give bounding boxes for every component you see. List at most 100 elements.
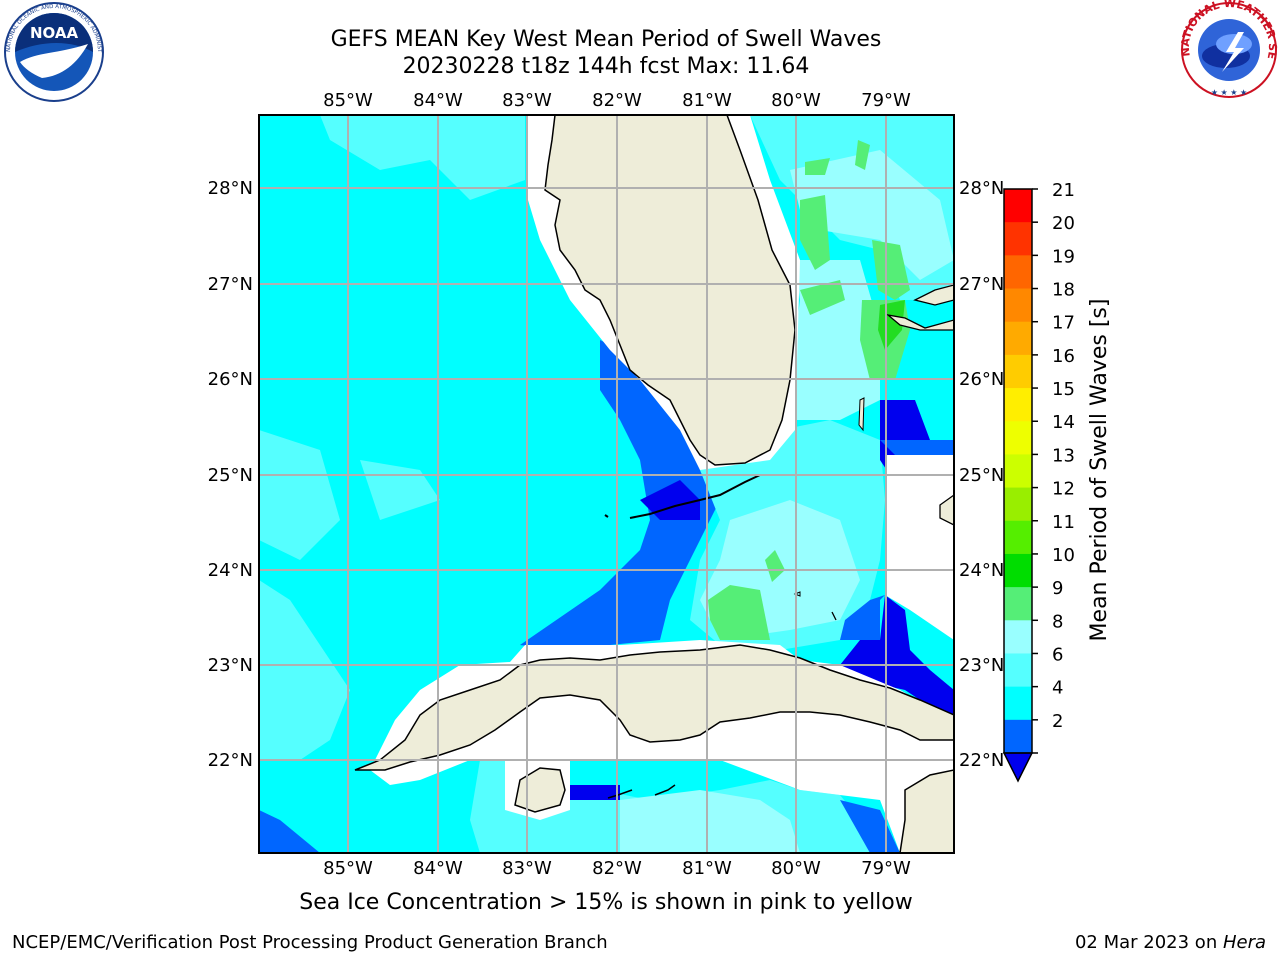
colorbar-tick-label: 13 — [1052, 445, 1075, 466]
colorbar-segment — [1004, 388, 1032, 422]
colorbar — [1002, 188, 1034, 783]
florida-landmass — [544, 115, 796, 466]
light-cyan-patch — [259, 430, 340, 560]
colorbar-segment — [1004, 686, 1032, 721]
pale-cyan-patch — [620, 790, 800, 853]
colorbar-segment — [1004, 553, 1032, 588]
colorbar-tick-label: 15 — [1052, 379, 1075, 400]
lat-label: 24°N — [208, 560, 253, 581]
colorbar-tick-label: 16 — [1052, 346, 1075, 367]
nws-logo: NATIONAL WEATHER SERVICE ★ ★ ★ ★ — [1178, 0, 1279, 98]
footer-date: 02 Mar 2023 on Hera — [1075, 932, 1266, 953]
lat-label: 28°N — [959, 178, 1004, 199]
colorbar-tick-label: 12 — [1052, 479, 1075, 500]
dark-blue-patch — [570, 785, 620, 800]
pale-cyan-patch — [790, 150, 954, 280]
bright-green-patch — [878, 300, 905, 350]
colorbar-tick-label: 18 — [1052, 280, 1075, 301]
colorbar-tick-label: 11 — [1052, 512, 1075, 533]
colorbar-segment — [1004, 587, 1032, 621]
colorbar-tick-label: 10 — [1052, 545, 1075, 566]
lon-label: 84°W — [413, 90, 463, 111]
colorbar-segment — [1004, 454, 1032, 489]
lat-label: 24°N — [959, 560, 1004, 581]
lat-label: 22°N — [959, 750, 1004, 771]
colorbar-tick-label: 21 — [1052, 180, 1075, 201]
cay-sal — [793, 591, 801, 597]
cuba-landmass — [354, 644, 954, 771]
green-patch — [805, 158, 830, 175]
lat-label: 27°N — [959, 274, 1004, 295]
colorbar-segment — [1004, 222, 1032, 256]
lon-label: 82°W — [592, 90, 642, 111]
light-cyan-patch — [259, 580, 350, 760]
lat-label: 26°N — [959, 369, 1004, 390]
light-cyan-patch — [320, 115, 525, 200]
colorbar-segment — [1004, 653, 1032, 688]
green-patch — [800, 280, 845, 315]
andros-island — [939, 494, 954, 526]
green-patch — [800, 195, 830, 270]
map-title: GEFS MEAN Key West Mean Period of Swell … — [330, 27, 882, 52]
lon-labels-bottom: 85°W 84°W 83°W 82°W 81°W 80°W 79°W — [323, 858, 911, 879]
footer-machine: Hera — [1222, 932, 1266, 953]
graticule — [259, 115, 954, 853]
lon-labels-top: 85°W 84°W 83°W 82°W 81°W 80°W 79°W — [323, 90, 911, 111]
lon-label: 80°W — [771, 858, 821, 879]
bimini-islands — [858, 397, 865, 432]
colorbar-extend-triangle — [1002, 752, 1034, 783]
noaa-text: NOAA — [30, 24, 79, 42]
lon-label: 85°W — [323, 90, 373, 111]
lon-label: 85°W — [323, 858, 373, 879]
lat-label: 28°N — [208, 178, 253, 199]
green-patch — [765, 550, 785, 582]
lon-label: 83°W — [502, 90, 552, 111]
lon-label: 84°W — [413, 858, 463, 879]
colorbar-tick-label: 9 — [1052, 578, 1063, 599]
colorbar-segment — [1004, 354, 1032, 389]
deep-blue-band — [840, 595, 885, 640]
eastern-cuba-landmass — [899, 769, 954, 853]
lat-label: 22°N — [208, 750, 253, 771]
map-frame — [258, 114, 955, 854]
dry-tortugas — [604, 514, 609, 518]
lon-label: 80°W — [771, 90, 821, 111]
colorbar-tick-label: 20 — [1052, 213, 1075, 234]
florida-keys — [629, 474, 761, 519]
map-plot-area — [259, 115, 954, 853]
lat-label: 25°N — [208, 465, 253, 486]
colorbar-segment — [1004, 321, 1032, 356]
lon-label: 82°W — [592, 858, 642, 879]
colorbar-tick-label: 2 — [1052, 711, 1063, 732]
colorbar-segment — [1004, 288, 1032, 323]
map-subtitle: 20230228 t18z 144h fcst Max: 11.64 — [402, 54, 810, 79]
lon-label: 81°W — [682, 858, 732, 879]
noaa-logo: NOAA NATIONAL OCEANIC AND ATMOSPHERIC AD… — [2, 2, 104, 102]
lon-label: 79°W — [861, 858, 911, 879]
dark-blue-patch — [840, 595, 954, 720]
green-patch — [855, 140, 870, 170]
colorbar-tick-label: 17 — [1052, 313, 1075, 334]
lat-label: 23°N — [959, 655, 1004, 676]
sea-ice-caption: Sea Ice Concentration > 15% is shown in … — [299, 890, 913, 915]
lat-label: 25°N — [959, 465, 1004, 486]
colorbar-tick-label: 8 — [1052, 611, 1063, 632]
lat-label: 27°N — [208, 274, 253, 295]
colorbar-tick-label: 4 — [1052, 678, 1063, 699]
southern-cays — [654, 784, 676, 796]
colorbar-segment — [1004, 189, 1032, 223]
colorbar-tick-label: 19 — [1052, 246, 1075, 267]
colorbar-label: Mean Period of Swell Waves [s] — [1087, 299, 1112, 642]
lon-label: 79°W — [861, 90, 911, 111]
cay-sal-bank — [831, 611, 837, 621]
svg-text:★ ★ ★ ★: ★ ★ ★ ★ — [1211, 88, 1247, 97]
colorbar-segment — [1004, 719, 1032, 754]
footer-date-text: 02 Mar 2023 on — [1074, 932, 1223, 953]
lon-label: 81°W — [682, 90, 732, 111]
masked-region — [885, 455, 954, 640]
colorbar-segment — [1004, 421, 1032, 455]
lat-labels-left: 28°N 27°N 26°N 25°N 24°N 23°N 22°N — [208, 178, 253, 771]
lat-labels-right: 28°N 27°N 26°N 25°N 24°N 23°N 22°N — [959, 178, 1004, 771]
colorbar-segment — [1004, 620, 1032, 654]
